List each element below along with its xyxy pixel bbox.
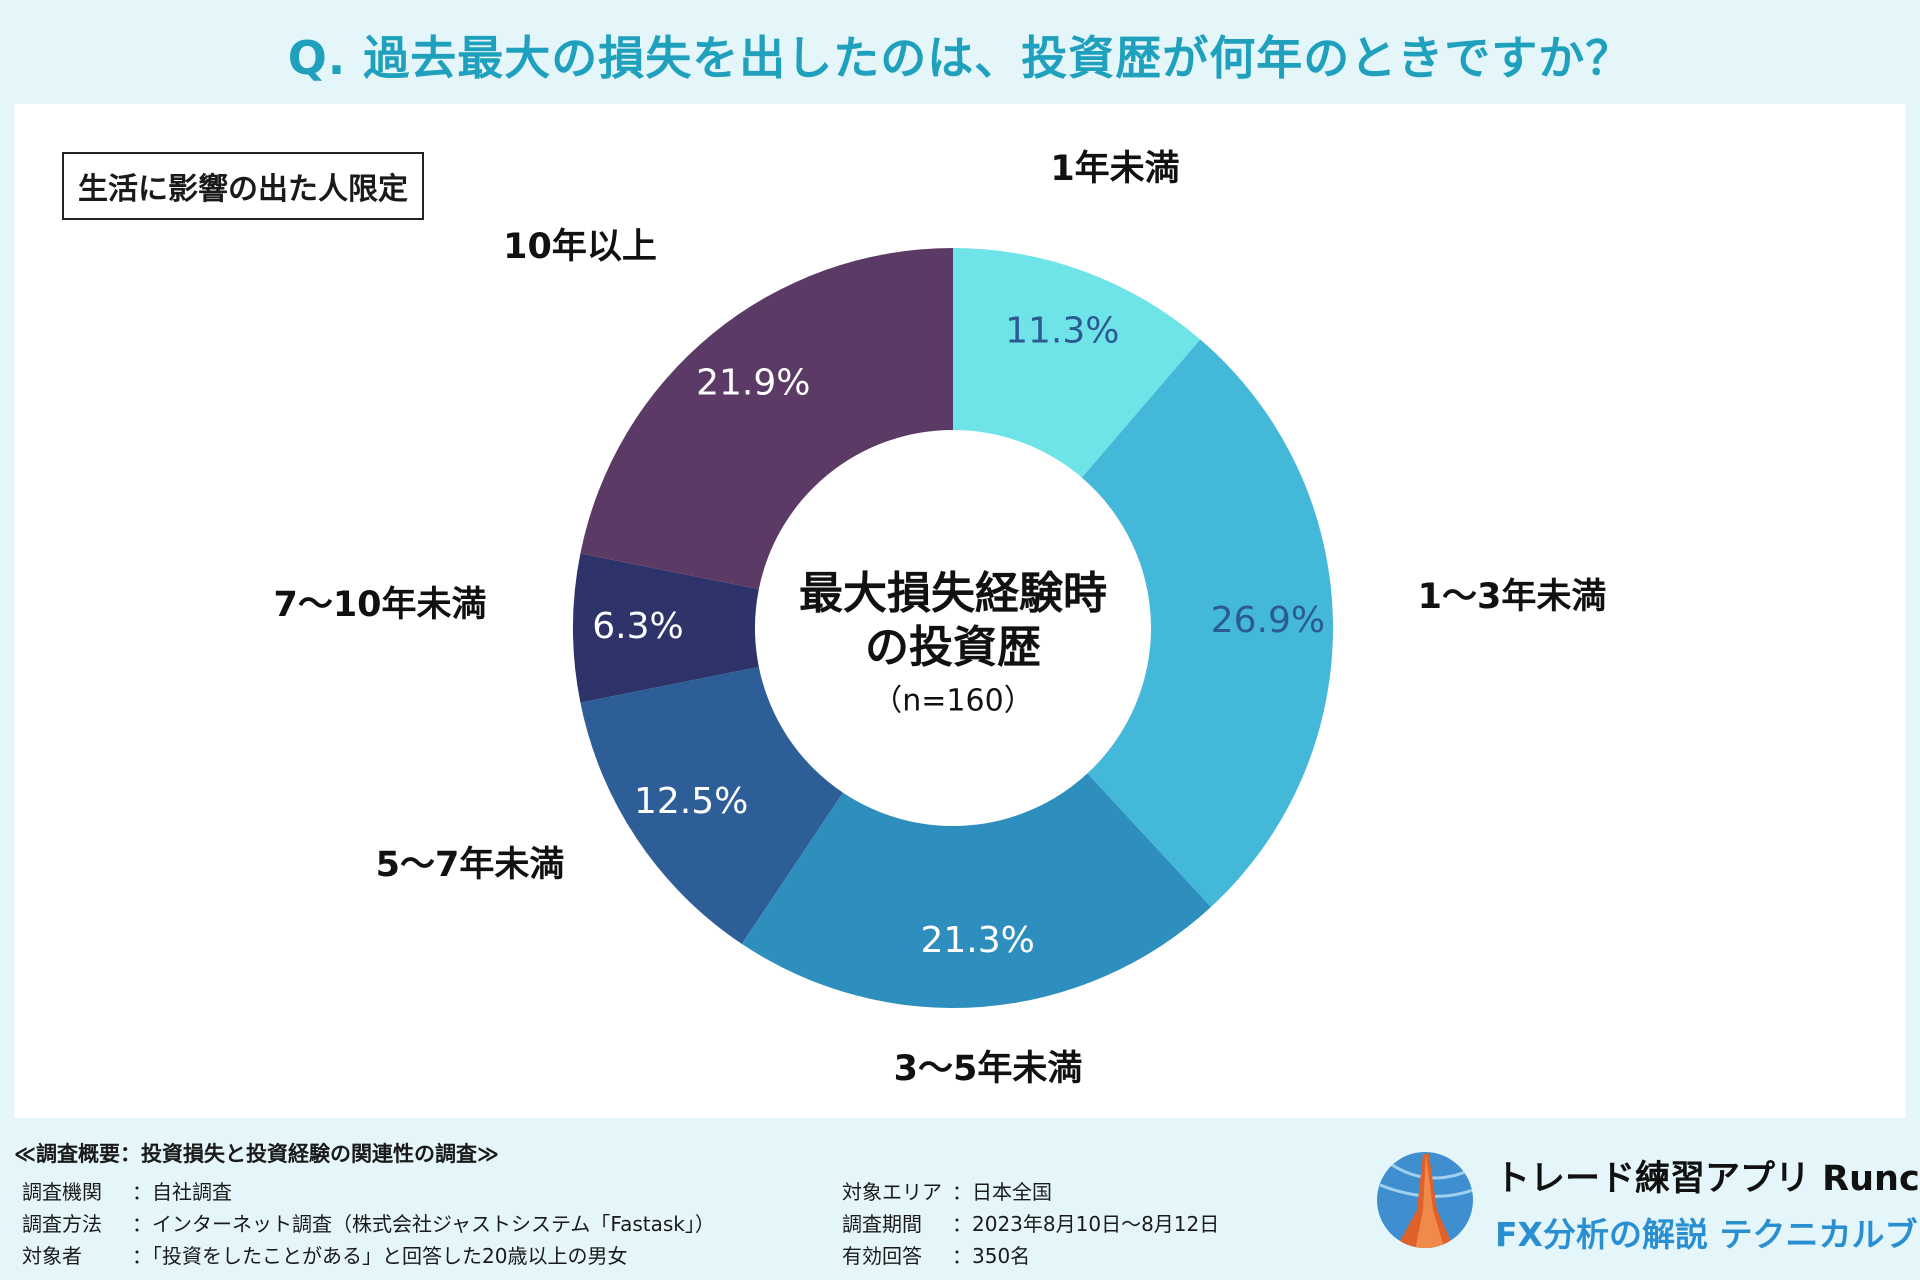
category-label: 1年未満 [1050, 149, 1179, 189]
donut-chart: 11.3% 26.9% 21.3% 12.5% 6.3% 21.9% 1年未満 1〜3年未満 3… [273, 149, 1607, 1089]
category-label: 1〜3年未満 [1418, 577, 1607, 617]
donut-center-text: （n=160） [872, 684, 1033, 719]
donut-center-text: 最大損失経験時 [799, 568, 1107, 619]
donut-slice [953, 248, 1201, 478]
survey-row: 調査期間 ：2023年8月10日〜8月12日 [842, 1212, 1220, 1236]
category-label: 3〜5年未満 [894, 1049, 1083, 1089]
brand-logo-icon [1377, 1152, 1473, 1248]
donut-slice [573, 553, 759, 703]
brand-subtitle: FX分析の解説 テクニカルブック [1495, 1215, 1920, 1254]
survey-footer: ≪調査概要：投資損失と投資経験の関連性の調査≫ 調査機関 ：自社調査 調査方法 ：イ… [0, 1130, 1920, 1280]
survey-row: 調査方法 ：インターネット調査（株式会社ジャストシステム「Fastask」） [22, 1212, 715, 1236]
donut-slice [1081, 339, 1334, 908]
category-label: 7〜10年未満 [273, 585, 486, 625]
slice-value-label: 11.3% [1005, 311, 1119, 352]
slice-value-label: 26.9% [1211, 600, 1325, 641]
slice-value-label: 21.9% [696, 362, 810, 403]
survey-heading: ≪調査概要：投資損失と投資経験の関連性の調査≫ [14, 1142, 499, 1166]
note-box: 生活に影響の出た人限定 [62, 152, 424, 220]
donut-slice [741, 773, 1211, 1009]
category-label: 10年以上 [503, 227, 657, 267]
survey-row: 有効回答 ：350名 [842, 1244, 1031, 1268]
page-title: Q. 過去最大の損失を出したのは、投資歴が何年のときですか？ [287, 31, 1633, 85]
category-label: 5〜7年未満 [376, 845, 565, 885]
slice-value-label: 21.3% [920, 920, 1034, 961]
donut-slice [580, 666, 843, 944]
slice-value-label: 12.5% [634, 781, 748, 822]
survey-row: 対象者 ：「投資をしたことがある」と回答した20歳以上の男女 [22, 1244, 628, 1268]
donut-slice [580, 248, 953, 590]
brand-name: トレード練習アプリ Runcha [1495, 1159, 1920, 1199]
survey-row: 調査機関 ：自社調査 [22, 1180, 232, 1204]
brand-block: トレード練習アプリ Runcha FX分析の解説 テクニカルブック [1375, 1150, 1920, 1270]
donut-center-text: の投資歴 [865, 622, 1041, 673]
survey-row: 対象エリア ：日本全国 [842, 1180, 1052, 1204]
slice-value-label: 6.3% [592, 606, 683, 647]
